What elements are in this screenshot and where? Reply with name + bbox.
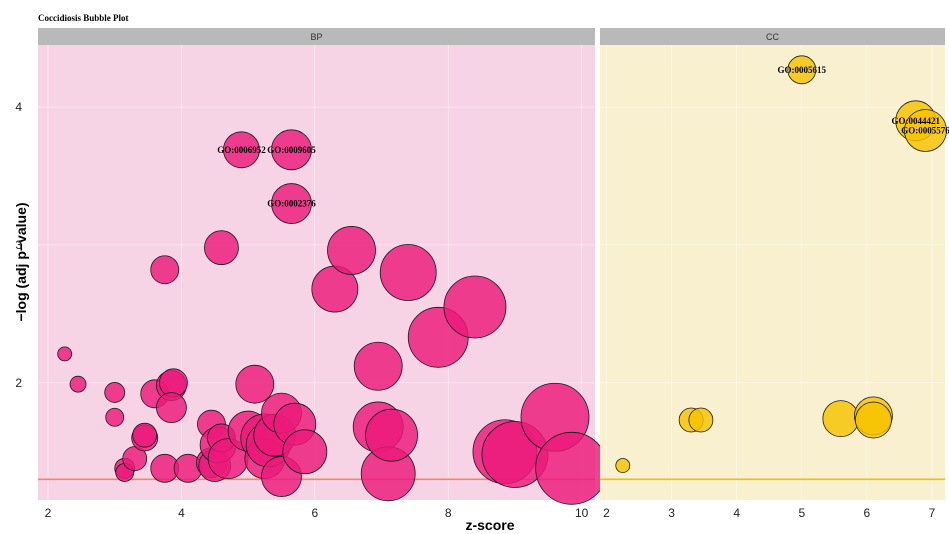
bubble	[365, 408, 418, 462]
bubble	[353, 341, 403, 391]
facet-strip	[600, 28, 945, 45]
y-axis-label: −log (adj p−value)	[13, 202, 29, 321]
bubble	[132, 422, 158, 448]
bubble	[223, 131, 260, 169]
bubble	[271, 183, 312, 224]
y-tick-label: 2	[15, 376, 22, 390]
x-tick-label: 10	[575, 506, 589, 520]
bubble	[271, 129, 312, 171]
go-term-label: GO:0009605	[267, 145, 316, 155]
x-tick-label: 2	[603, 506, 610, 520]
bubble	[379, 244, 437, 301]
facet-strip	[38, 28, 595, 45]
bubble	[150, 255, 180, 285]
bubble	[787, 55, 817, 85]
bubble	[57, 346, 73, 362]
go-term-label: GO:0005576	[901, 125, 949, 135]
x-tick-label: 4	[733, 506, 740, 520]
y-tick-label: 4	[15, 100, 22, 114]
bubble	[69, 375, 87, 393]
go-term-label: GO:0006952	[217, 145, 266, 155]
facet-panels: BP GO:0006952 GO:0009605 GO:0002376 2 4 6 8 10 2 3…	[15, 28, 949, 520]
chart-title: Coccidiosis Bubble Plot	[38, 13, 129, 23]
x-tick-label: 3	[668, 506, 675, 520]
x-tick-label: 8	[445, 506, 452, 520]
x-tick-label: 5	[798, 506, 805, 520]
bubble	[204, 230, 239, 266]
go-term-label: GO:0002376	[267, 199, 316, 209]
facet-strip-label: CC	[766, 32, 779, 42]
panel-background	[600, 45, 945, 500]
bubble	[822, 400, 860, 438]
go-term-label: GO:0005615	[778, 65, 827, 75]
bubble	[282, 429, 328, 475]
bubble	[327, 226, 376, 275]
bubble	[615, 458, 631, 473]
x-tick-label: 6	[311, 506, 318, 520]
bubble	[904, 109, 947, 152]
x-tick-label: 2	[45, 506, 52, 520]
x-axis-label: z-score	[465, 517, 514, 533]
bubble	[443, 275, 507, 339]
bubble	[854, 401, 892, 439]
bubble	[104, 382, 126, 403]
x-tick-label: 6	[864, 506, 871, 520]
x-tick-label: 4	[178, 506, 185, 520]
bubble	[688, 407, 714, 433]
x-tick-label: 7	[929, 506, 936, 520]
bubble	[535, 431, 609, 505]
facet-panel-bp: BP GO:0006952 GO:0009605 GO:0002376 2 4 6 8 10 2 3…	[15, 28, 609, 520]
facet-strip-label: BP	[310, 32, 322, 42]
bubble	[156, 392, 187, 424]
bubble	[105, 407, 125, 427]
bubble	[235, 364, 275, 404]
go-term-label: GO:0044421	[891, 116, 940, 126]
y-tick-label: 3	[15, 238, 22, 252]
